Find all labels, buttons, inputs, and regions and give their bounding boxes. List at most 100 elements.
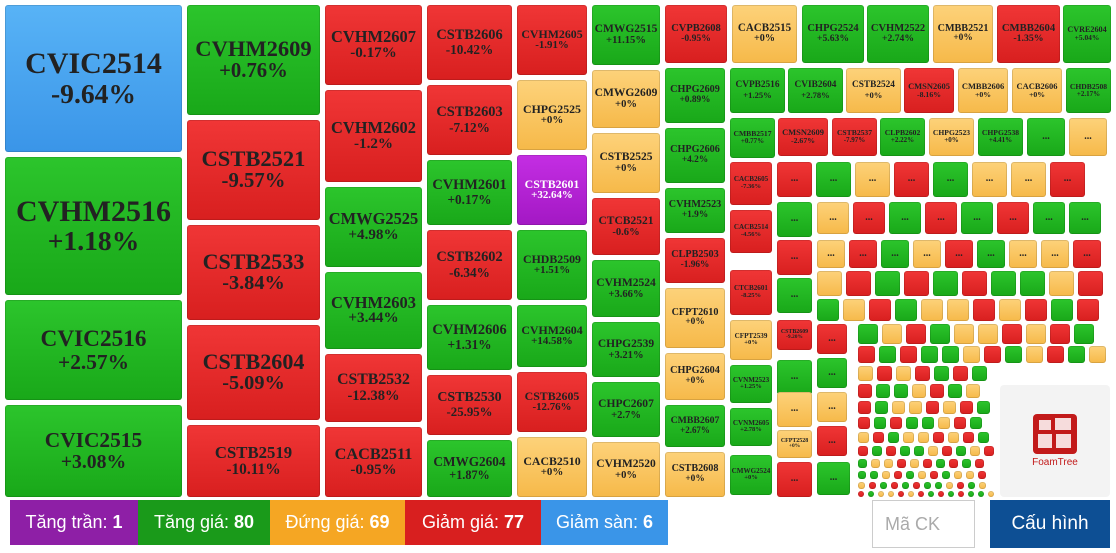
tile[interactable] bbox=[1002, 324, 1022, 344]
tile[interactable]: CSTB2605 -12.76% bbox=[517, 372, 587, 432]
tile[interactable]: ... bbox=[817, 426, 847, 456]
tile[interactable] bbox=[858, 417, 870, 429]
tile[interactable]: ... bbox=[1027, 118, 1065, 156]
tile[interactable] bbox=[817, 299, 839, 321]
tile[interactable]: ... bbox=[1041, 240, 1069, 268]
tile[interactable] bbox=[875, 271, 900, 296]
tile[interactable] bbox=[890, 417, 902, 429]
tile[interactable]: CHPG2604 +0% bbox=[665, 353, 725, 400]
tile[interactable] bbox=[897, 459, 906, 468]
tile[interactable]: CHDB2509 +1.51% bbox=[517, 230, 587, 300]
tile[interactable]: CVHM2522 +2.74% bbox=[867, 5, 929, 63]
tile[interactable]: ... bbox=[972, 162, 1007, 197]
tile[interactable] bbox=[960, 401, 973, 414]
tile[interactable] bbox=[948, 432, 959, 443]
tile[interactable]: CHPG2524 +5.63% bbox=[802, 5, 864, 63]
tile[interactable] bbox=[1078, 271, 1103, 296]
tile[interactable] bbox=[900, 446, 910, 456]
legend-item[interactable]: Giảm sàn: 6 bbox=[541, 500, 668, 545]
logo-box[interactable]: FoamTree bbox=[1000, 385, 1110, 497]
tile[interactable]: ... bbox=[894, 162, 929, 197]
tile[interactable] bbox=[872, 446, 882, 456]
tile[interactable] bbox=[933, 432, 944, 443]
tile[interactable] bbox=[938, 417, 950, 429]
tile[interactable]: CLPB2602 +2.22% bbox=[880, 118, 925, 156]
tile[interactable]: CMBB2606 +0% bbox=[958, 68, 1008, 113]
tile[interactable]: CHDB2508 +2.17% bbox=[1066, 68, 1111, 113]
tile[interactable] bbox=[874, 417, 886, 429]
tile[interactable]: CMBB2607 +2.67% bbox=[665, 405, 725, 447]
tile[interactable]: ... bbox=[817, 240, 845, 268]
tile[interactable] bbox=[942, 346, 959, 363]
tile[interactable] bbox=[957, 482, 964, 489]
tile[interactable]: ... bbox=[1033, 202, 1065, 234]
tile[interactable] bbox=[876, 384, 890, 398]
tile[interactable] bbox=[949, 459, 958, 468]
tile[interactable]: CVIB2604 +2.78% bbox=[788, 68, 843, 113]
tile[interactable]: CTCB2521 -0.6% bbox=[592, 198, 660, 255]
tile[interactable]: CHPG2523 +0% bbox=[929, 118, 974, 156]
tile[interactable]: ... bbox=[889, 202, 921, 234]
legend-item[interactable]: Tăng giá: 80 bbox=[138, 500, 270, 545]
tile[interactable]: CMWG2604 +1.87% bbox=[427, 440, 512, 497]
tile[interactable]: ... bbox=[1011, 162, 1046, 197]
tile[interactable]: ... bbox=[997, 202, 1029, 234]
tile[interactable] bbox=[892, 401, 905, 414]
tile[interactable]: CACB2510 +0% bbox=[517, 437, 587, 497]
tile[interactable] bbox=[868, 491, 874, 497]
tile[interactable]: CVIC2516 +2.57% bbox=[5, 300, 182, 400]
tile[interactable]: CACB2511 -0.95% bbox=[325, 427, 422, 497]
tile[interactable]: CHPG2539 +3.21% bbox=[592, 322, 660, 377]
legend-item[interactable]: Đứng giá: 69 bbox=[270, 500, 405, 545]
tile[interactable] bbox=[970, 417, 982, 429]
tile[interactable] bbox=[977, 401, 990, 414]
tile[interactable]: CVIC2514 -9.64% bbox=[5, 5, 182, 152]
tile[interactable] bbox=[956, 446, 966, 456]
legend-item[interactable]: Giảm giá: 77 bbox=[405, 500, 541, 545]
tile[interactable]: CVHM2606 +1.31% bbox=[427, 305, 512, 370]
tile[interactable] bbox=[846, 271, 871, 296]
tile[interactable] bbox=[858, 446, 868, 456]
tile[interactable] bbox=[928, 446, 938, 456]
tile[interactable]: ... bbox=[849, 240, 877, 268]
tile[interactable]: ... bbox=[925, 202, 957, 234]
tile[interactable]: CMWG2525 +4.98% bbox=[325, 187, 422, 267]
tile[interactable]: CSTB2530 -25.95% bbox=[427, 375, 512, 435]
tile[interactable]: CVPB2608 -0.95% bbox=[665, 5, 727, 63]
tile[interactable]: ... bbox=[777, 240, 812, 275]
tile[interactable] bbox=[946, 482, 953, 489]
tile[interactable] bbox=[1025, 299, 1047, 321]
tile[interactable] bbox=[935, 482, 942, 489]
tile[interactable] bbox=[930, 324, 950, 344]
tile[interactable]: ... bbox=[1009, 240, 1037, 268]
tile[interactable]: CHPC2607 +2.7% bbox=[592, 382, 660, 437]
tile[interactable] bbox=[984, 446, 994, 456]
tile[interactable]: CVNM2523 +1.25% bbox=[730, 365, 772, 403]
tile[interactable] bbox=[896, 366, 911, 381]
tile[interactable] bbox=[875, 401, 888, 414]
tile[interactable]: ... bbox=[777, 392, 812, 427]
tile[interactable] bbox=[906, 324, 926, 344]
tile[interactable]: CSTB2524 +0% bbox=[846, 68, 901, 113]
tile[interactable]: CVHM2605 -1.91% bbox=[517, 5, 587, 75]
tile[interactable]: CHPG2606 +4.2% bbox=[665, 128, 725, 183]
tile[interactable] bbox=[984, 346, 1001, 363]
tile[interactable] bbox=[966, 384, 980, 398]
tile[interactable] bbox=[880, 482, 887, 489]
tile[interactable] bbox=[869, 299, 891, 321]
tile[interactable] bbox=[924, 482, 931, 489]
tile[interactable]: ... bbox=[853, 202, 885, 234]
config-button[interactable]: Cấu hình bbox=[990, 500, 1110, 548]
tile[interactable] bbox=[954, 324, 974, 344]
tile[interactable] bbox=[999, 299, 1021, 321]
tile[interactable]: CFPT2610 +0% bbox=[665, 288, 725, 348]
tile[interactable] bbox=[928, 491, 934, 497]
tile[interactable] bbox=[858, 324, 878, 344]
tile[interactable]: CACB2606 +0% bbox=[1012, 68, 1062, 113]
tile[interactable]: CMBB2521 +0% bbox=[933, 5, 993, 63]
tile[interactable] bbox=[922, 417, 934, 429]
tile[interactable]: ... bbox=[1069, 118, 1107, 156]
tile[interactable]: ... bbox=[977, 240, 1005, 268]
tile[interactable] bbox=[978, 324, 998, 344]
tile[interactable] bbox=[979, 482, 986, 489]
